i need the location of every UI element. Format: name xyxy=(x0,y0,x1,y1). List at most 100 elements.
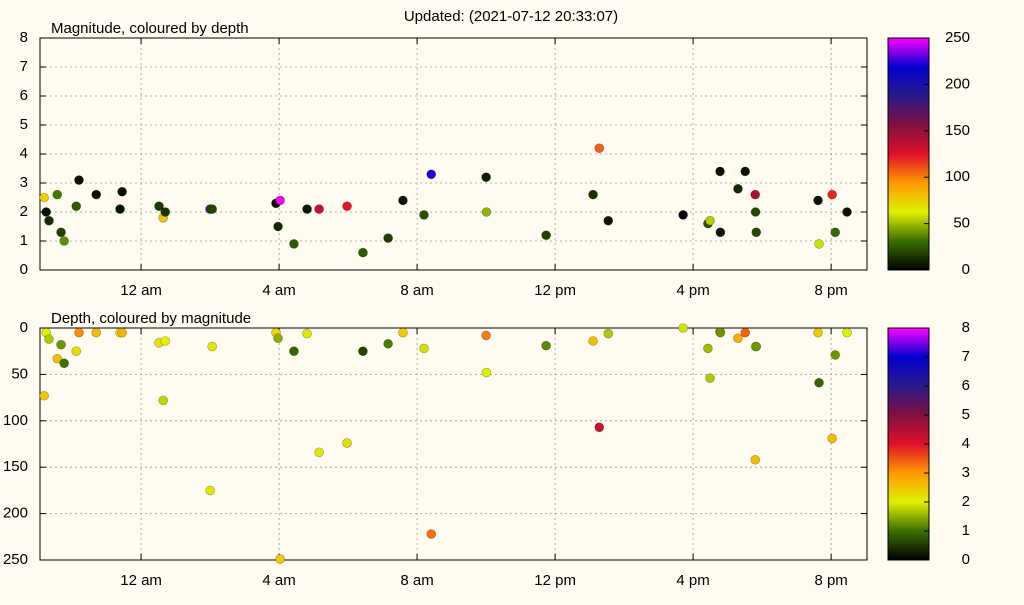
colorbar-tick-label: 0 xyxy=(962,261,970,278)
point xyxy=(678,323,688,333)
point xyxy=(813,327,823,338)
colorbar-tick-label: 2 xyxy=(962,493,970,510)
point xyxy=(302,328,312,339)
colorbar-tick-label: 7 xyxy=(962,348,970,365)
point xyxy=(603,215,614,226)
point xyxy=(842,207,852,217)
point xyxy=(603,328,614,339)
colorbar-tick-label: 4 xyxy=(962,435,970,452)
point xyxy=(383,233,393,243)
point xyxy=(588,336,598,346)
point xyxy=(160,336,171,346)
point xyxy=(71,346,82,357)
colorbar-tick-label: 3 xyxy=(962,464,970,481)
point xyxy=(342,201,352,211)
point xyxy=(827,433,837,444)
point xyxy=(383,338,393,349)
point xyxy=(41,207,52,217)
point xyxy=(275,554,285,564)
point xyxy=(481,330,491,341)
point xyxy=(751,227,762,238)
point xyxy=(750,207,761,217)
plot-area xyxy=(40,38,867,270)
x-tick-label: 8 am xyxy=(400,572,433,589)
point xyxy=(733,184,743,194)
colorbar-tick-label: 250 xyxy=(945,29,970,46)
x-tick-label: 4 am xyxy=(262,572,295,589)
point xyxy=(44,215,54,226)
point xyxy=(705,373,715,383)
point xyxy=(342,438,352,448)
point xyxy=(154,201,164,211)
point xyxy=(830,227,841,238)
colorbar xyxy=(887,37,930,271)
point xyxy=(398,195,408,206)
page-title: Updated: (2021-07-12 20:33:07) xyxy=(404,8,618,25)
point xyxy=(481,367,492,378)
point xyxy=(74,327,84,338)
point xyxy=(59,236,69,246)
x-tick-label: 12 pm xyxy=(534,572,576,589)
point xyxy=(715,227,726,238)
y-tick-label: 250 xyxy=(3,551,28,568)
y-tick-label: 2 xyxy=(20,203,28,220)
point xyxy=(703,343,713,354)
point xyxy=(594,143,605,153)
point xyxy=(289,346,299,357)
x-tick-label: 8 am xyxy=(400,282,433,299)
x-tick-label: 4 pm xyxy=(676,282,709,299)
point xyxy=(827,189,837,200)
point xyxy=(830,350,841,360)
point xyxy=(59,358,69,369)
point xyxy=(541,340,551,351)
point xyxy=(39,390,49,401)
point xyxy=(39,192,49,203)
point xyxy=(750,189,761,200)
panel-title: Magnitude, coloured by depth xyxy=(51,20,249,37)
panel-title: Depth, coloured by magnitude xyxy=(51,310,251,327)
point xyxy=(205,485,215,496)
y-tick-label: 200 xyxy=(3,505,28,522)
point xyxy=(52,189,63,200)
point xyxy=(314,204,324,214)
y-tick-label: 7 xyxy=(20,58,28,75)
point xyxy=(426,169,437,180)
point xyxy=(678,210,688,220)
point xyxy=(207,341,217,352)
point xyxy=(91,327,102,338)
point xyxy=(398,327,408,338)
point xyxy=(314,447,324,458)
y-tick-label: 3 xyxy=(20,174,28,191)
colorbar-tick-label: 100 xyxy=(945,168,970,185)
colorbar-tick-label: 0 xyxy=(962,551,970,568)
point xyxy=(289,239,299,249)
point xyxy=(160,207,171,217)
x-tick-label: 8 pm xyxy=(814,572,847,589)
colorbar-tick-label: 200 xyxy=(945,75,970,92)
point xyxy=(419,210,429,220)
plot-area xyxy=(40,328,867,560)
point xyxy=(481,207,492,217)
y-tick-label: 8 xyxy=(20,29,28,46)
point xyxy=(302,204,312,214)
point xyxy=(814,377,824,388)
colorbar-tick-label: 8 xyxy=(962,319,970,336)
y-tick-label: 150 xyxy=(3,458,28,475)
colorbar-tick-label: 6 xyxy=(962,377,970,394)
x-tick-label: 8 pm xyxy=(814,282,847,299)
y-tick-label: 0 xyxy=(20,261,28,278)
y-tick-label: 100 xyxy=(3,412,28,429)
point xyxy=(426,529,437,539)
colorbar xyxy=(887,327,930,561)
y-tick-label: 0 xyxy=(20,319,28,336)
y-tick-label: 4 xyxy=(20,145,28,162)
point xyxy=(813,195,823,206)
point xyxy=(751,341,762,352)
y-tick-label: 1 xyxy=(20,232,28,249)
point xyxy=(740,327,751,338)
point xyxy=(117,186,127,197)
plot-frame xyxy=(39,327,868,561)
x-tick-label: 4 am xyxy=(262,282,295,299)
point xyxy=(419,343,429,354)
